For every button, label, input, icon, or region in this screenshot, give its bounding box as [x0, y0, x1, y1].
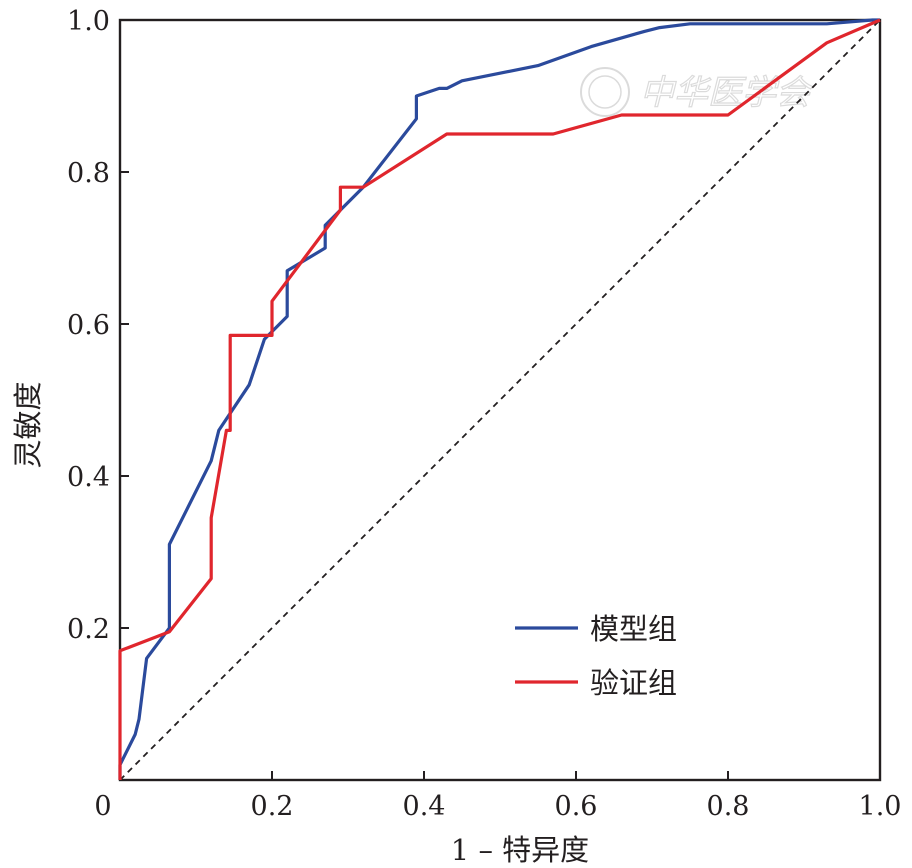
y-tick-label: 0.8 [67, 158, 110, 189]
x-tick-label: 0.2 [251, 791, 294, 822]
x-tick-label: 1.0 [859, 791, 902, 822]
watermark-seal-inner [588, 75, 622, 109]
x-tick-label: 0.8 [707, 791, 750, 822]
y-tick-label: 0.4 [67, 462, 110, 493]
plot-frame [118, 18, 882, 782]
series-lines [118, 18, 881, 780]
y-tick-label: 0.6 [67, 310, 110, 341]
watermark: 中华医学会 [580, 67, 815, 117]
y-axis-ticks: 0.2 0.4 0.6 0.8 1.0 [67, 6, 129, 645]
y-axis-title: 灵敏度 [11, 381, 45, 468]
legend-label-model: 模型组 [590, 612, 677, 646]
reference-diagonal-line [119, 19, 881, 781]
x-tick-label: 0.6 [555, 791, 598, 822]
x-tick-label: 0.4 [403, 791, 446, 822]
legend-label-validation: 验证组 [590, 666, 677, 700]
legend: 模型组 验证组 [515, 612, 677, 700]
y-tick-label: 1.0 [67, 6, 110, 37]
watermark-seal [580, 67, 630, 117]
watermark-text: 中华医学会 [640, 73, 814, 113]
x-axis-ticks: 0 0.2 0.4 0.6 0.8 1.0 [94, 771, 901, 822]
y-tick-label: 0.2 [67, 614, 110, 645]
x-tick-label: 0 [94, 791, 111, 822]
validation-group-line [118, 18, 881, 780]
x-axis-title: 1 – 特异度 [451, 833, 589, 867]
